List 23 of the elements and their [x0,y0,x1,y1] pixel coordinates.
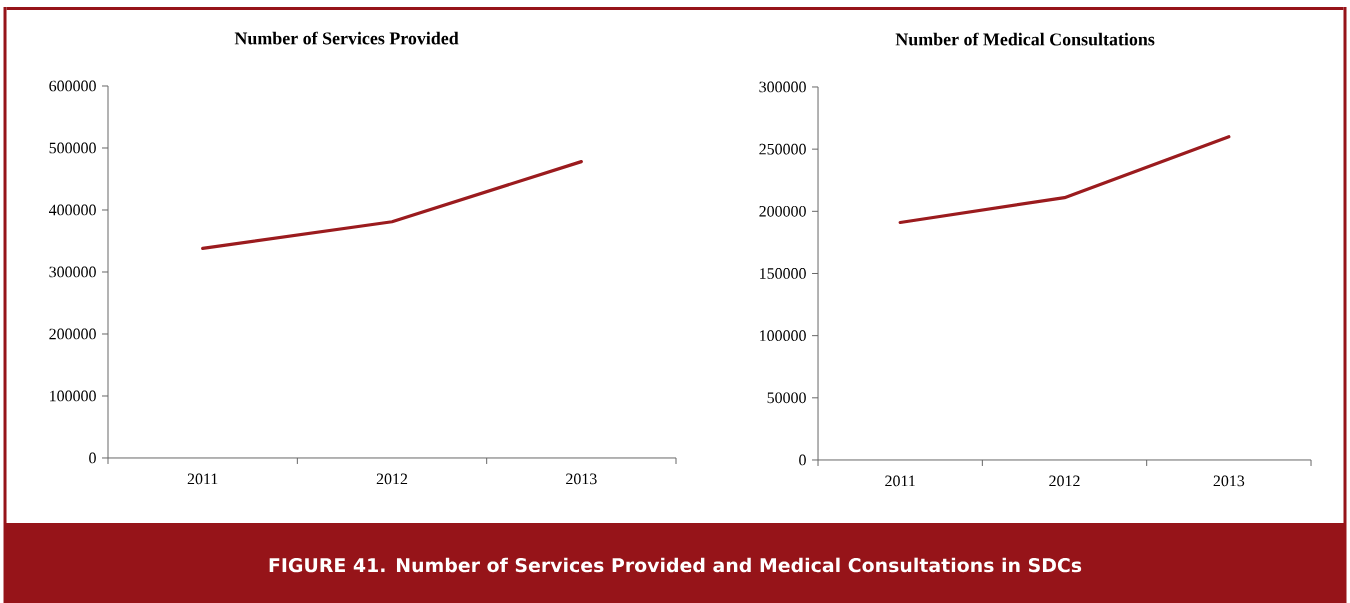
x-tick-label: 2013 [566,473,597,485]
y-tick-label: 0 [89,452,96,464]
y-tick-label: 300000 [759,81,806,93]
y-tick-label: 50000 [767,392,806,404]
x-tick-label: 2011 [885,475,915,487]
y-tick-label: 200000 [759,205,806,217]
y-tick-label: 400000 [48,204,96,216]
y-tick-label: 0 [799,454,806,466]
y-tick-label: 300000 [49,266,96,278]
y-tick-label: 150000 [760,268,806,279]
y-tick-label: 250000 [759,143,806,155]
y-tick-label: 500000 [49,142,96,154]
x-tick-label: 2012 [376,473,408,485]
x-tick-label: 2013 [1213,475,1245,487]
y-tick-label: 100000 [760,330,806,342]
x-tick-label: 2011 [187,473,218,485]
y-tick-label: 600000 [49,80,96,92]
x-tick-label: 2012 [1049,475,1080,487]
y-tick-label: 200000 [49,328,96,340]
caption: FIGURE 41. Number of Services Provided and Medical Consultations in SDCs [269,557,1082,573]
chart-title: Number of Medical Consultations [895,32,1155,46]
chart-title: Number of Services Provided [234,31,459,45]
y-tick-label: 100000 [50,390,96,402]
